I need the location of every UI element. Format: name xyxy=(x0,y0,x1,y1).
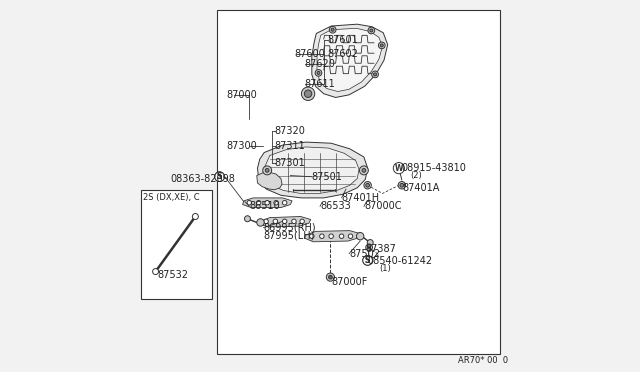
Text: 08363-82098: 08363-82098 xyxy=(170,174,236,184)
Circle shape xyxy=(193,214,198,219)
Circle shape xyxy=(364,182,371,189)
Text: 86995(RH): 86995(RH) xyxy=(264,223,316,232)
Text: 87401H: 87401H xyxy=(342,193,380,203)
Polygon shape xyxy=(257,172,282,190)
Circle shape xyxy=(282,219,287,224)
Text: 87000C: 87000C xyxy=(364,202,401,211)
Polygon shape xyxy=(257,142,367,198)
Circle shape xyxy=(367,246,371,249)
Circle shape xyxy=(247,201,252,205)
Circle shape xyxy=(372,71,378,78)
Circle shape xyxy=(378,42,385,49)
Circle shape xyxy=(282,201,287,205)
Text: 87401A: 87401A xyxy=(403,183,440,193)
Circle shape xyxy=(380,44,383,47)
Text: 87620: 87620 xyxy=(305,60,335,69)
Circle shape xyxy=(262,166,271,175)
Text: 86533: 86533 xyxy=(320,202,351,211)
Circle shape xyxy=(264,219,268,224)
Circle shape xyxy=(363,256,372,265)
Circle shape xyxy=(315,70,322,76)
Text: 87502: 87502 xyxy=(349,249,380,259)
Text: S: S xyxy=(217,172,222,181)
Text: 87532: 87532 xyxy=(157,270,188,279)
Text: 08915-43810: 08915-43810 xyxy=(402,163,467,173)
Circle shape xyxy=(328,275,332,279)
Circle shape xyxy=(365,183,369,187)
Polygon shape xyxy=(305,231,360,242)
Text: 87602: 87602 xyxy=(328,49,358,59)
Circle shape xyxy=(152,269,159,275)
Circle shape xyxy=(215,172,225,182)
Circle shape xyxy=(398,182,406,189)
Bar xyxy=(141,190,212,299)
Polygon shape xyxy=(260,217,310,227)
Circle shape xyxy=(310,234,314,238)
Circle shape xyxy=(257,219,264,226)
Text: 87601: 87601 xyxy=(328,35,358,45)
Circle shape xyxy=(348,234,353,238)
Circle shape xyxy=(367,240,373,246)
Circle shape xyxy=(356,232,364,240)
Circle shape xyxy=(370,29,373,32)
Circle shape xyxy=(360,166,369,175)
Text: 87000F: 87000F xyxy=(331,277,367,287)
Text: (1): (1) xyxy=(379,264,390,273)
Text: 87995(LH): 87995(LH) xyxy=(264,230,315,240)
Text: 87501: 87501 xyxy=(312,172,342,182)
Circle shape xyxy=(394,163,404,174)
Text: S: S xyxy=(365,256,371,265)
Text: 87301: 87301 xyxy=(275,158,305,168)
Text: 87387: 87387 xyxy=(365,244,396,254)
Circle shape xyxy=(362,169,365,172)
Circle shape xyxy=(292,219,296,224)
Circle shape xyxy=(326,273,335,281)
Circle shape xyxy=(301,87,315,100)
Polygon shape xyxy=(317,28,383,92)
Polygon shape xyxy=(264,147,359,193)
Text: 87311: 87311 xyxy=(275,141,305,151)
Circle shape xyxy=(244,216,250,222)
Text: 87600: 87600 xyxy=(294,49,326,59)
Circle shape xyxy=(329,234,333,238)
Text: 87000: 87000 xyxy=(227,90,257,100)
Circle shape xyxy=(374,73,376,76)
Circle shape xyxy=(319,234,324,238)
Text: S: S xyxy=(217,172,222,181)
Circle shape xyxy=(330,26,336,33)
Circle shape xyxy=(365,244,372,251)
Circle shape xyxy=(317,71,320,74)
Circle shape xyxy=(400,183,404,187)
Circle shape xyxy=(339,234,344,238)
Circle shape xyxy=(215,172,225,182)
Circle shape xyxy=(331,28,334,31)
Bar xyxy=(216,10,500,354)
Circle shape xyxy=(274,201,278,205)
Circle shape xyxy=(266,169,269,172)
Circle shape xyxy=(368,27,374,34)
Circle shape xyxy=(363,256,372,265)
Circle shape xyxy=(300,219,305,224)
Polygon shape xyxy=(243,198,292,208)
Text: AR70* 00  0: AR70* 00 0 xyxy=(458,356,508,365)
Circle shape xyxy=(305,90,312,97)
Text: W: W xyxy=(395,164,403,173)
Text: 87300: 87300 xyxy=(227,141,257,151)
Circle shape xyxy=(257,201,261,205)
Text: (2): (2) xyxy=(410,171,422,180)
Text: 2S (DX,XE), C: 2S (DX,XE), C xyxy=(143,193,200,202)
Circle shape xyxy=(265,201,269,205)
Polygon shape xyxy=(312,24,388,97)
Circle shape xyxy=(273,219,278,224)
Text: 87320: 87320 xyxy=(275,126,305,135)
Text: 87611: 87611 xyxy=(305,80,335,89)
Text: S: S xyxy=(365,256,371,265)
Text: 86510: 86510 xyxy=(250,202,280,211)
Text: 08540-61242: 08540-61242 xyxy=(367,256,433,266)
